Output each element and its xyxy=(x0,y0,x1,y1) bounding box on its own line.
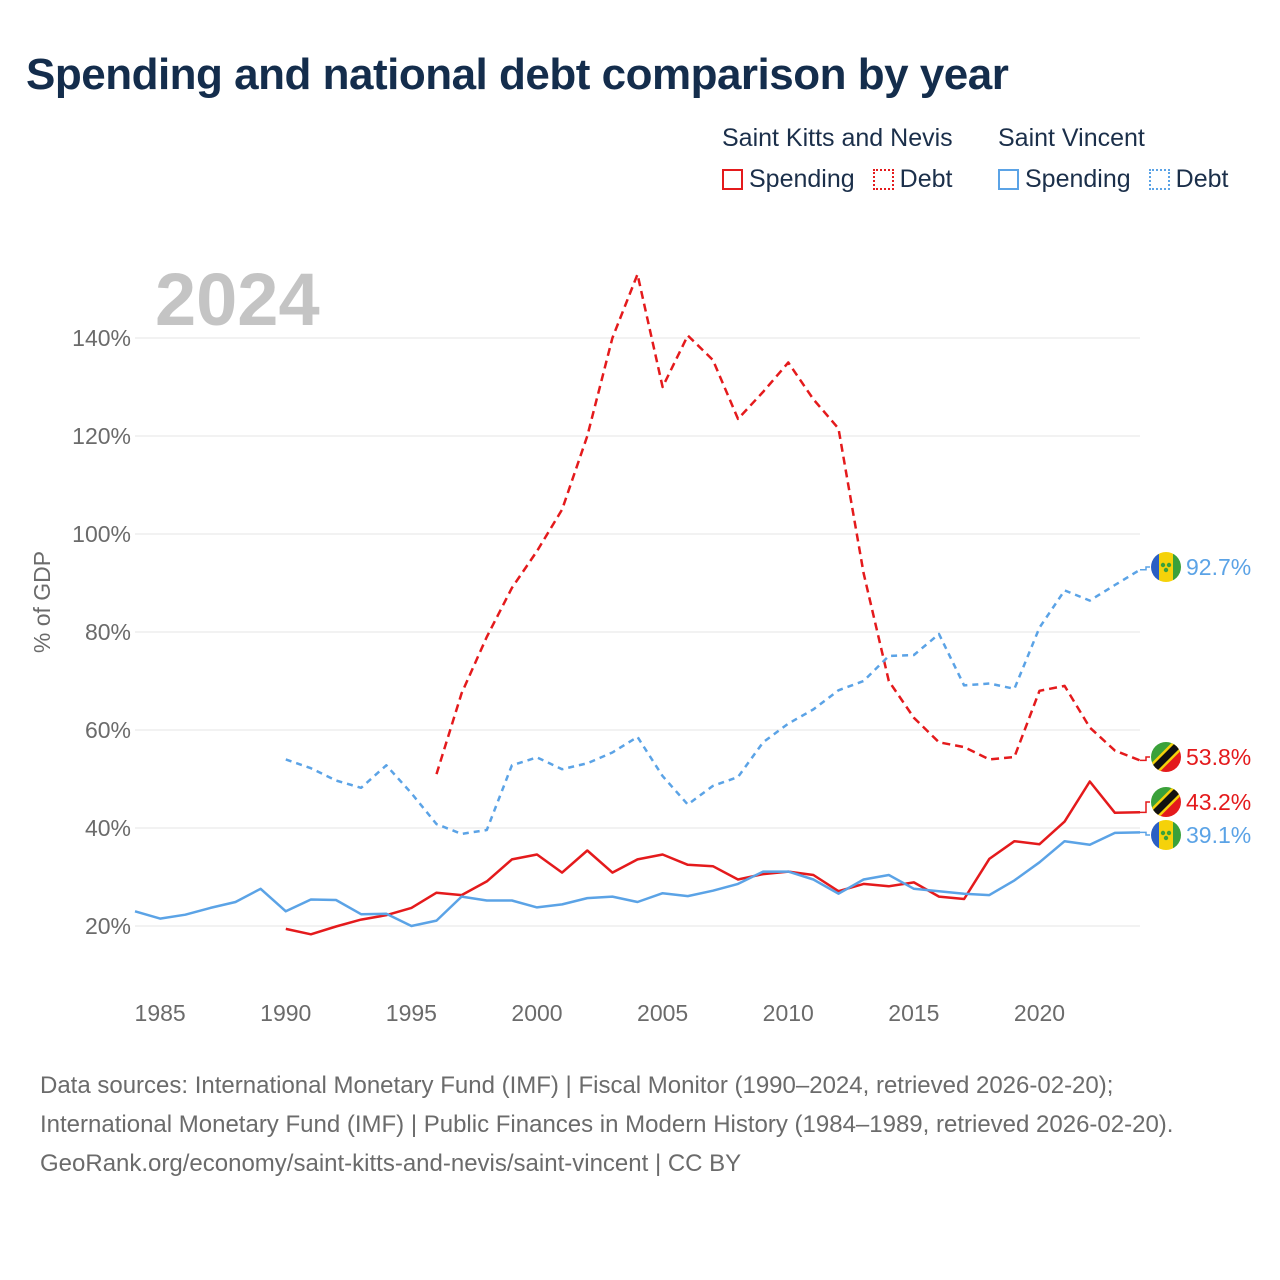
y-tick-label: 20% xyxy=(85,913,131,939)
end-value-label: 43.2% xyxy=(1186,789,1251,815)
legend-item-saint-kitts-debt[interactable]: Debt xyxy=(872,165,953,194)
legend-swatch-solid-red xyxy=(722,169,743,190)
legend-swatch-dotted-red xyxy=(872,169,894,190)
line-chart: 2024 % of GDP 20% 40% 60% 80% 100% 120% 140% 1… xyxy=(29,258,1251,1026)
saint-vincent-flag-icon xyxy=(1151,820,1181,850)
end-label-connector xyxy=(1140,756,1150,762)
y-axis-ticks: 20% 40% 60% 80% 100% 120% 140% xyxy=(72,325,131,939)
saint-vincent-flag-icon xyxy=(1151,552,1181,582)
legend-item-saint-vincent-debt[interactable]: Debt xyxy=(1148,165,1229,194)
series-lines xyxy=(134,273,1141,936)
y-tick-label: 40% xyxy=(85,815,131,841)
x-tick-label: 2015 xyxy=(888,1000,939,1026)
x-tick-label: 1985 xyxy=(135,1000,186,1026)
legend-group-saint-vincent: Saint Vincent Spending Debt xyxy=(998,124,1228,194)
legend-label: Spending xyxy=(1025,165,1131,193)
series-line-saint-vincent-debt xyxy=(285,568,1141,836)
end-value-label: 92.7% xyxy=(1186,554,1251,580)
x-axis-ticks: 1985 1990 1995 2000 2005 2010 2015 2020 xyxy=(135,1000,1066,1026)
sources-link[interactable]: GeoRank.org/economy/saint-kitts-and-nevi… xyxy=(40,1150,742,1177)
legend-group-title: Saint Vincent xyxy=(998,124,1145,152)
y-tick-label: 100% xyxy=(72,521,131,547)
legend-group-title: Saint Kitts and Nevis xyxy=(722,124,953,152)
legend-label: Spending xyxy=(749,165,855,193)
end-label-connector xyxy=(1140,801,1150,814)
x-tick-label: 2020 xyxy=(1014,1000,1065,1026)
legend-item-saint-vincent-spending[interactable]: Spending xyxy=(998,165,1131,194)
legend-item-saint-kitts-spending[interactable]: Spending xyxy=(722,165,855,194)
end-value-label: 53.8% xyxy=(1186,744,1251,770)
sources-footer: Data sources: International Monetary Fun… xyxy=(40,1066,1240,1183)
end-labels: 53.8% 43.2% 92.7% 39.1% xyxy=(1140,552,1251,850)
end-value-label: 39.1% xyxy=(1186,822,1251,848)
y-axis-label: % of GDP xyxy=(29,551,55,653)
series-line-saint-kitts-and-nevis-spending xyxy=(285,780,1141,936)
year-watermark: 2024 xyxy=(155,258,320,341)
x-tick-label: 2005 xyxy=(637,1000,688,1026)
x-tick-label: 1990 xyxy=(260,1000,311,1026)
series-line-saint-vincent-spending xyxy=(134,831,1141,928)
y-tick-label: 140% xyxy=(72,325,131,351)
gridlines xyxy=(135,337,1140,927)
legend-label: Debt xyxy=(899,165,953,193)
chart-title: Spending and national debt comparison by… xyxy=(26,50,1009,99)
legend-label: Debt xyxy=(1175,165,1229,193)
saint-kitts-flag-icon xyxy=(1151,742,1181,772)
x-tick-label: 1995 xyxy=(386,1000,437,1026)
y-tick-label: 120% xyxy=(72,423,131,449)
saint-kitts-flag-icon xyxy=(1151,787,1181,817)
y-tick-label: 60% xyxy=(85,717,131,743)
series-line-saint-kitts-and-nevis-debt xyxy=(435,273,1141,775)
y-tick-label: 80% xyxy=(85,619,131,645)
x-tick-label: 2010 xyxy=(763,1000,814,1026)
legend-group-saint-kitts: Saint Kitts and Nevis Spending Debt xyxy=(722,124,953,194)
legend-swatch-dotted-blue xyxy=(1148,169,1170,190)
x-tick-label: 2000 xyxy=(511,1000,562,1026)
legend-swatch-solid-blue xyxy=(998,169,1019,190)
end-label-connector xyxy=(1140,831,1150,836)
sources-text: Data sources: International Monetary Fun… xyxy=(40,1072,1174,1138)
end-label-connector xyxy=(1140,566,1150,571)
